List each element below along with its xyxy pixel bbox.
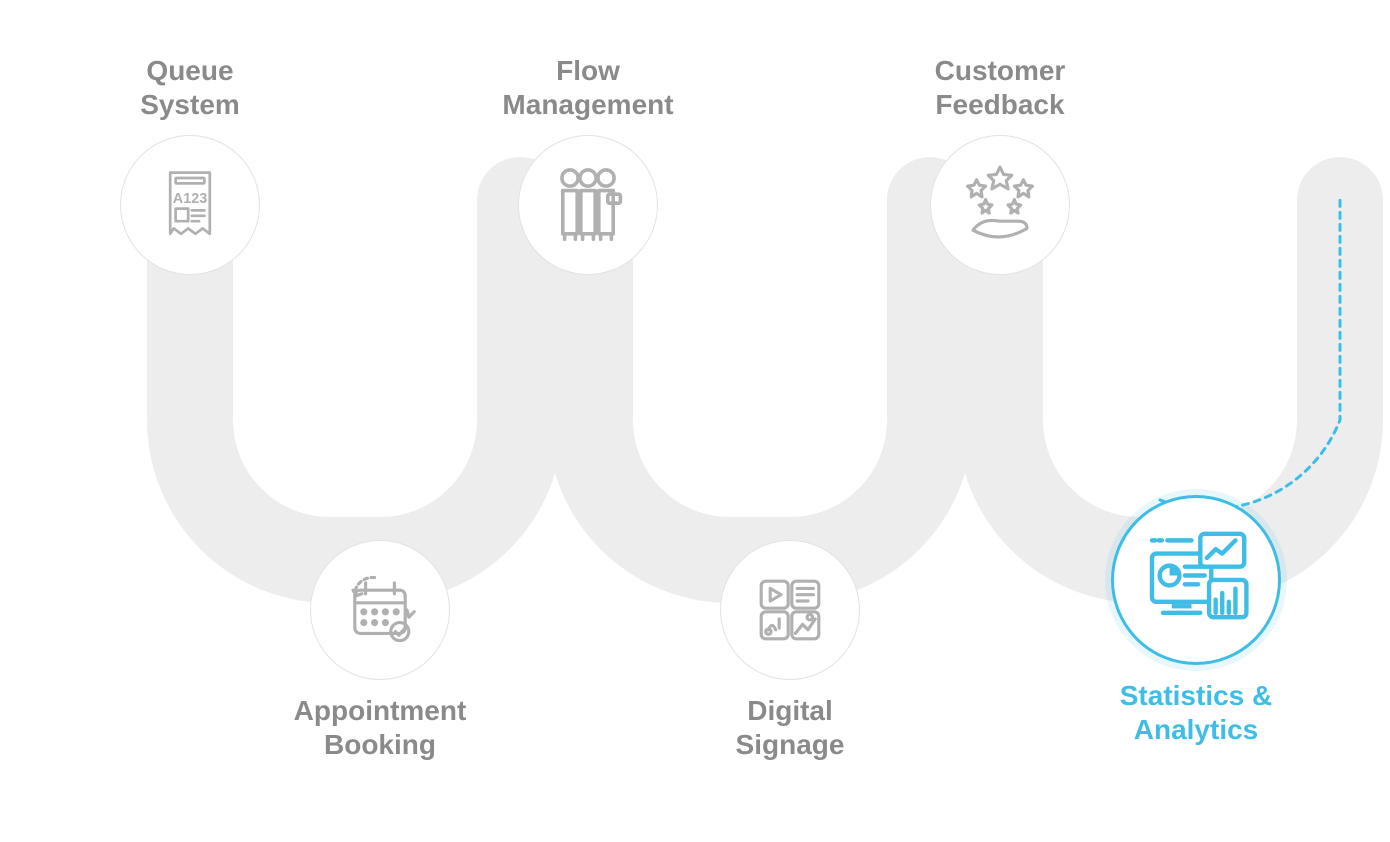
node-label-line2: Analytics	[1134, 714, 1259, 745]
node-label-line1: Queue	[146, 55, 233, 86]
node-label-line2: System	[140, 89, 240, 120]
node-circle	[518, 135, 658, 275]
node-label: Customer Feedback	[900, 54, 1100, 121]
node-label: Appointment Booking	[280, 694, 480, 761]
node-label-line2: Booking	[324, 729, 436, 760]
node-circle	[310, 540, 450, 680]
node-label-line2: Feedback	[935, 89, 1064, 120]
process-flow-diagram: Queue System A123 Flow Management	[0, 0, 1390, 842]
node-label: Digital Signage	[690, 694, 890, 761]
node-label-line1: Flow	[556, 55, 620, 86]
node-label-line1: Appointment	[294, 695, 467, 726]
media-grid-icon	[745, 565, 835, 655]
flow-node-signage: Digital Signage	[690, 540, 890, 761]
node-label-line1: Statistics &	[1120, 680, 1273, 711]
node-circle	[1111, 495, 1282, 666]
stars-hand-icon	[955, 160, 1045, 250]
ticket-icon: A123	[145, 160, 235, 250]
flow-node-appointment: Appointment Booking	[280, 540, 480, 761]
dashboard-icon	[1141, 525, 1251, 635]
calendar-icon	[335, 565, 425, 655]
flow-node-analytics: Statistics & Analytics	[1096, 495, 1296, 747]
svg-text:A123: A123	[173, 191, 207, 207]
node-circle	[930, 135, 1070, 275]
node-label: Statistics & Analytics	[1096, 679, 1296, 746]
people-icon	[543, 160, 633, 250]
node-label: Queue System	[90, 54, 290, 121]
node-label: Flow Management	[488, 54, 688, 121]
node-label-line1: Digital	[747, 695, 833, 726]
node-label-line2: Management	[502, 89, 673, 120]
node-label-line1: Customer	[935, 55, 1066, 86]
flow-node-queue: Queue System A123	[90, 54, 290, 275]
flow-node-flow: Flow Management	[488, 54, 688, 275]
node-circle	[720, 540, 860, 680]
node-circle: A123	[120, 135, 260, 275]
node-label-line2: Signage	[736, 729, 845, 760]
flow-node-feedback: Customer Feedback	[900, 54, 1100, 275]
